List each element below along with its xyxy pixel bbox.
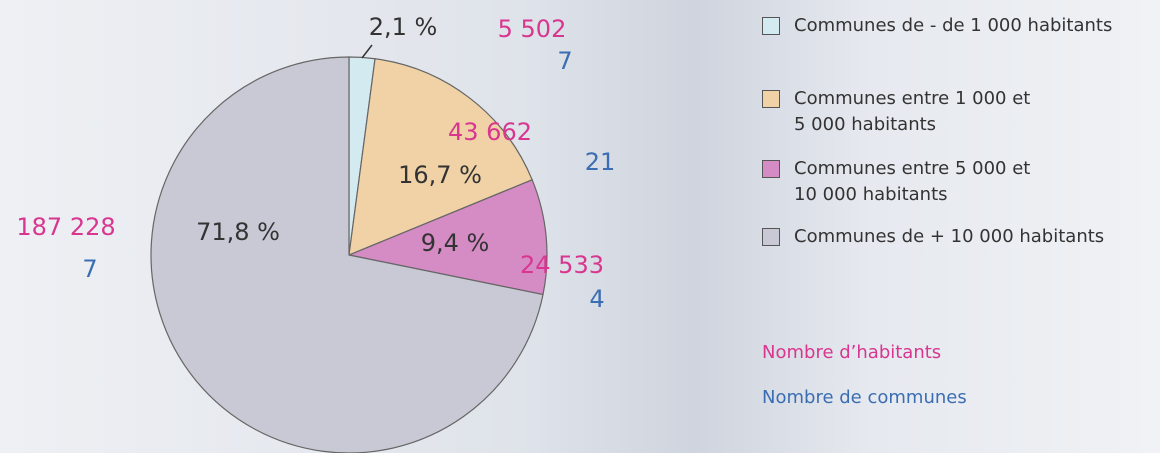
- legend-swatch: [762, 160, 780, 178]
- percent-label: 71,8 %: [196, 218, 280, 246]
- communes-label: 7: [82, 255, 97, 283]
- legend-swatch: [762, 228, 780, 246]
- communes-label: 7: [557, 47, 572, 75]
- habitants-label: 43 662: [448, 118, 532, 146]
- legend-label: Communes de - de 1 000 habitants: [794, 13, 1112, 39]
- legend-habitants: Nombre d’habitants: [762, 342, 941, 363]
- percent-label: 9,4 %: [421, 229, 490, 257]
- legend-item: Communes de + 10 000 habitants: [762, 224, 1104, 250]
- legend-item: Communes de - de 1 000 habitants: [762, 13, 1112, 39]
- communes-label: 21: [585, 148, 616, 176]
- habitants-label: 24 533: [520, 251, 604, 279]
- legend-label: Communes de + 10 000 habitants: [794, 224, 1104, 250]
- communes-label: 4: [589, 285, 604, 313]
- legend-swatch: [762, 17, 780, 35]
- habitants-label: 5 502: [498, 15, 567, 43]
- legend-item: Communes entre 5 000 et 10 000 habitants: [762, 156, 1030, 208]
- legend-communes: Nombre de communes: [762, 387, 967, 408]
- legend-item: Communes entre 1 000 et 5 000 habitants: [762, 86, 1030, 138]
- habitants-label: 187 228: [16, 213, 115, 241]
- percent-label: 16,7 %: [398, 161, 482, 189]
- legend-label: Communes entre 1 000 et 5 000 habitants: [794, 86, 1030, 138]
- chart: 2,1 % 5 502 7 16,7 % 43 662 21 9,4 % 24 533 4 71,…: [0, 0, 1160, 453]
- percent-label: 2,1 %: [369, 13, 438, 41]
- leader-line: [362, 45, 372, 58]
- legend-swatch: [762, 90, 780, 108]
- legend-label: Communes entre 5 000 et 10 000 habitants: [794, 156, 1030, 208]
